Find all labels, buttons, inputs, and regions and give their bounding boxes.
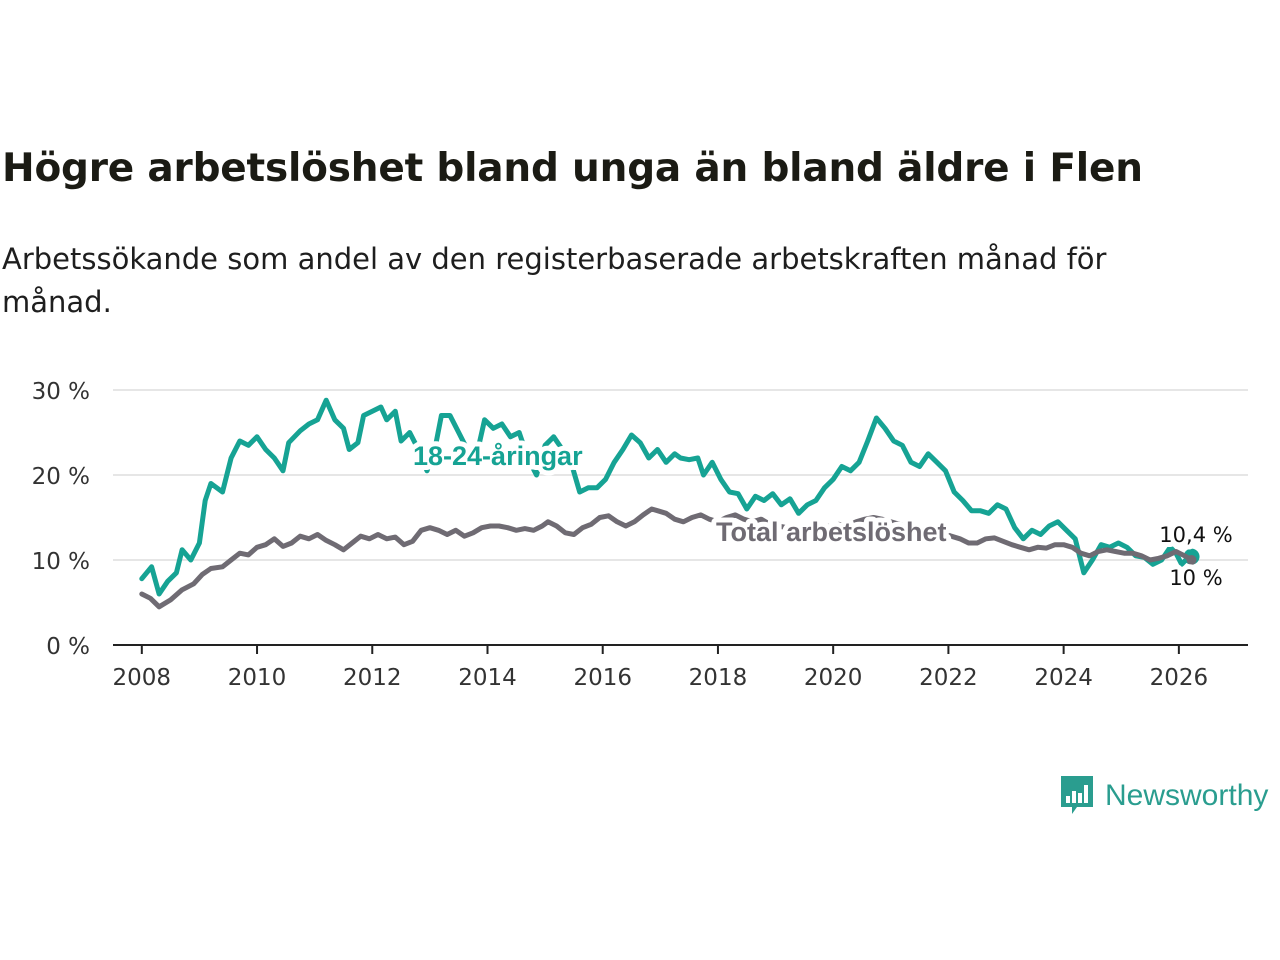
- x-tick-label: 2022: [919, 665, 978, 691]
- x-tick-label: 2012: [343, 665, 402, 691]
- series-label-total: Total arbetslöshet: [716, 517, 947, 547]
- grid-lines: [113, 389, 1248, 561]
- series-label-youth: 18-24-åringar: [413, 441, 583, 471]
- series-line-youth: [139, 397, 1194, 597]
- series-lines: [139, 397, 1200, 610]
- x-tick-label: 2014: [458, 665, 517, 691]
- y-axis-tick-labels: 0 % 10 % 20 % 30 %: [32, 379, 90, 660]
- series-labels: 18-24-åringar Total arbetslöshet 10,4 % 10 …: [408, 436, 1238, 595]
- x-axis: 2008 2010 2012 2014 2016 2018 2020 2022 2024 2026: [113, 644, 1248, 691]
- x-tick-label: 2008: [113, 665, 172, 691]
- end-value-label-youth: 10,4 %: [1159, 523, 1232, 547]
- end-value-label-total: 10 %: [1169, 566, 1222, 590]
- line-chart: 0 % 10 % 20 % 30 % 2008 2010 2012 2014 2016 2018…: [32, 379, 1248, 691]
- chart-title: Högre arbetslöshet bland unga än bland ä…: [2, 146, 1143, 191]
- y-tick-label: 20 %: [32, 464, 90, 490]
- x-tick-label: 2024: [1034, 665, 1093, 691]
- x-tick-label: 2020: [804, 665, 863, 691]
- newsworthy-logo: Newsworthy: [1059, 774, 1268, 818]
- newsworthy-logo-icon: [1061, 776, 1093, 814]
- series-endpoint-total: [1186, 555, 1197, 565]
- y-tick-label: 30 %: [32, 379, 90, 405]
- x-tick-label: 2016: [573, 665, 632, 691]
- x-tick-label: 2010: [228, 665, 287, 691]
- chart-subtitle: Arbetssökande som andel av den registerb…: [2, 242, 1107, 319]
- x-tick-label: 2026: [1150, 665, 1209, 691]
- newsworthy-logo-text: Newsworthy: [1105, 779, 1269, 812]
- x-tick-label: 2018: [689, 665, 748, 691]
- y-tick-label: 0 %: [46, 634, 90, 660]
- y-tick-label: 10 %: [32, 549, 90, 575]
- series-line-total: [139, 506, 1194, 610]
